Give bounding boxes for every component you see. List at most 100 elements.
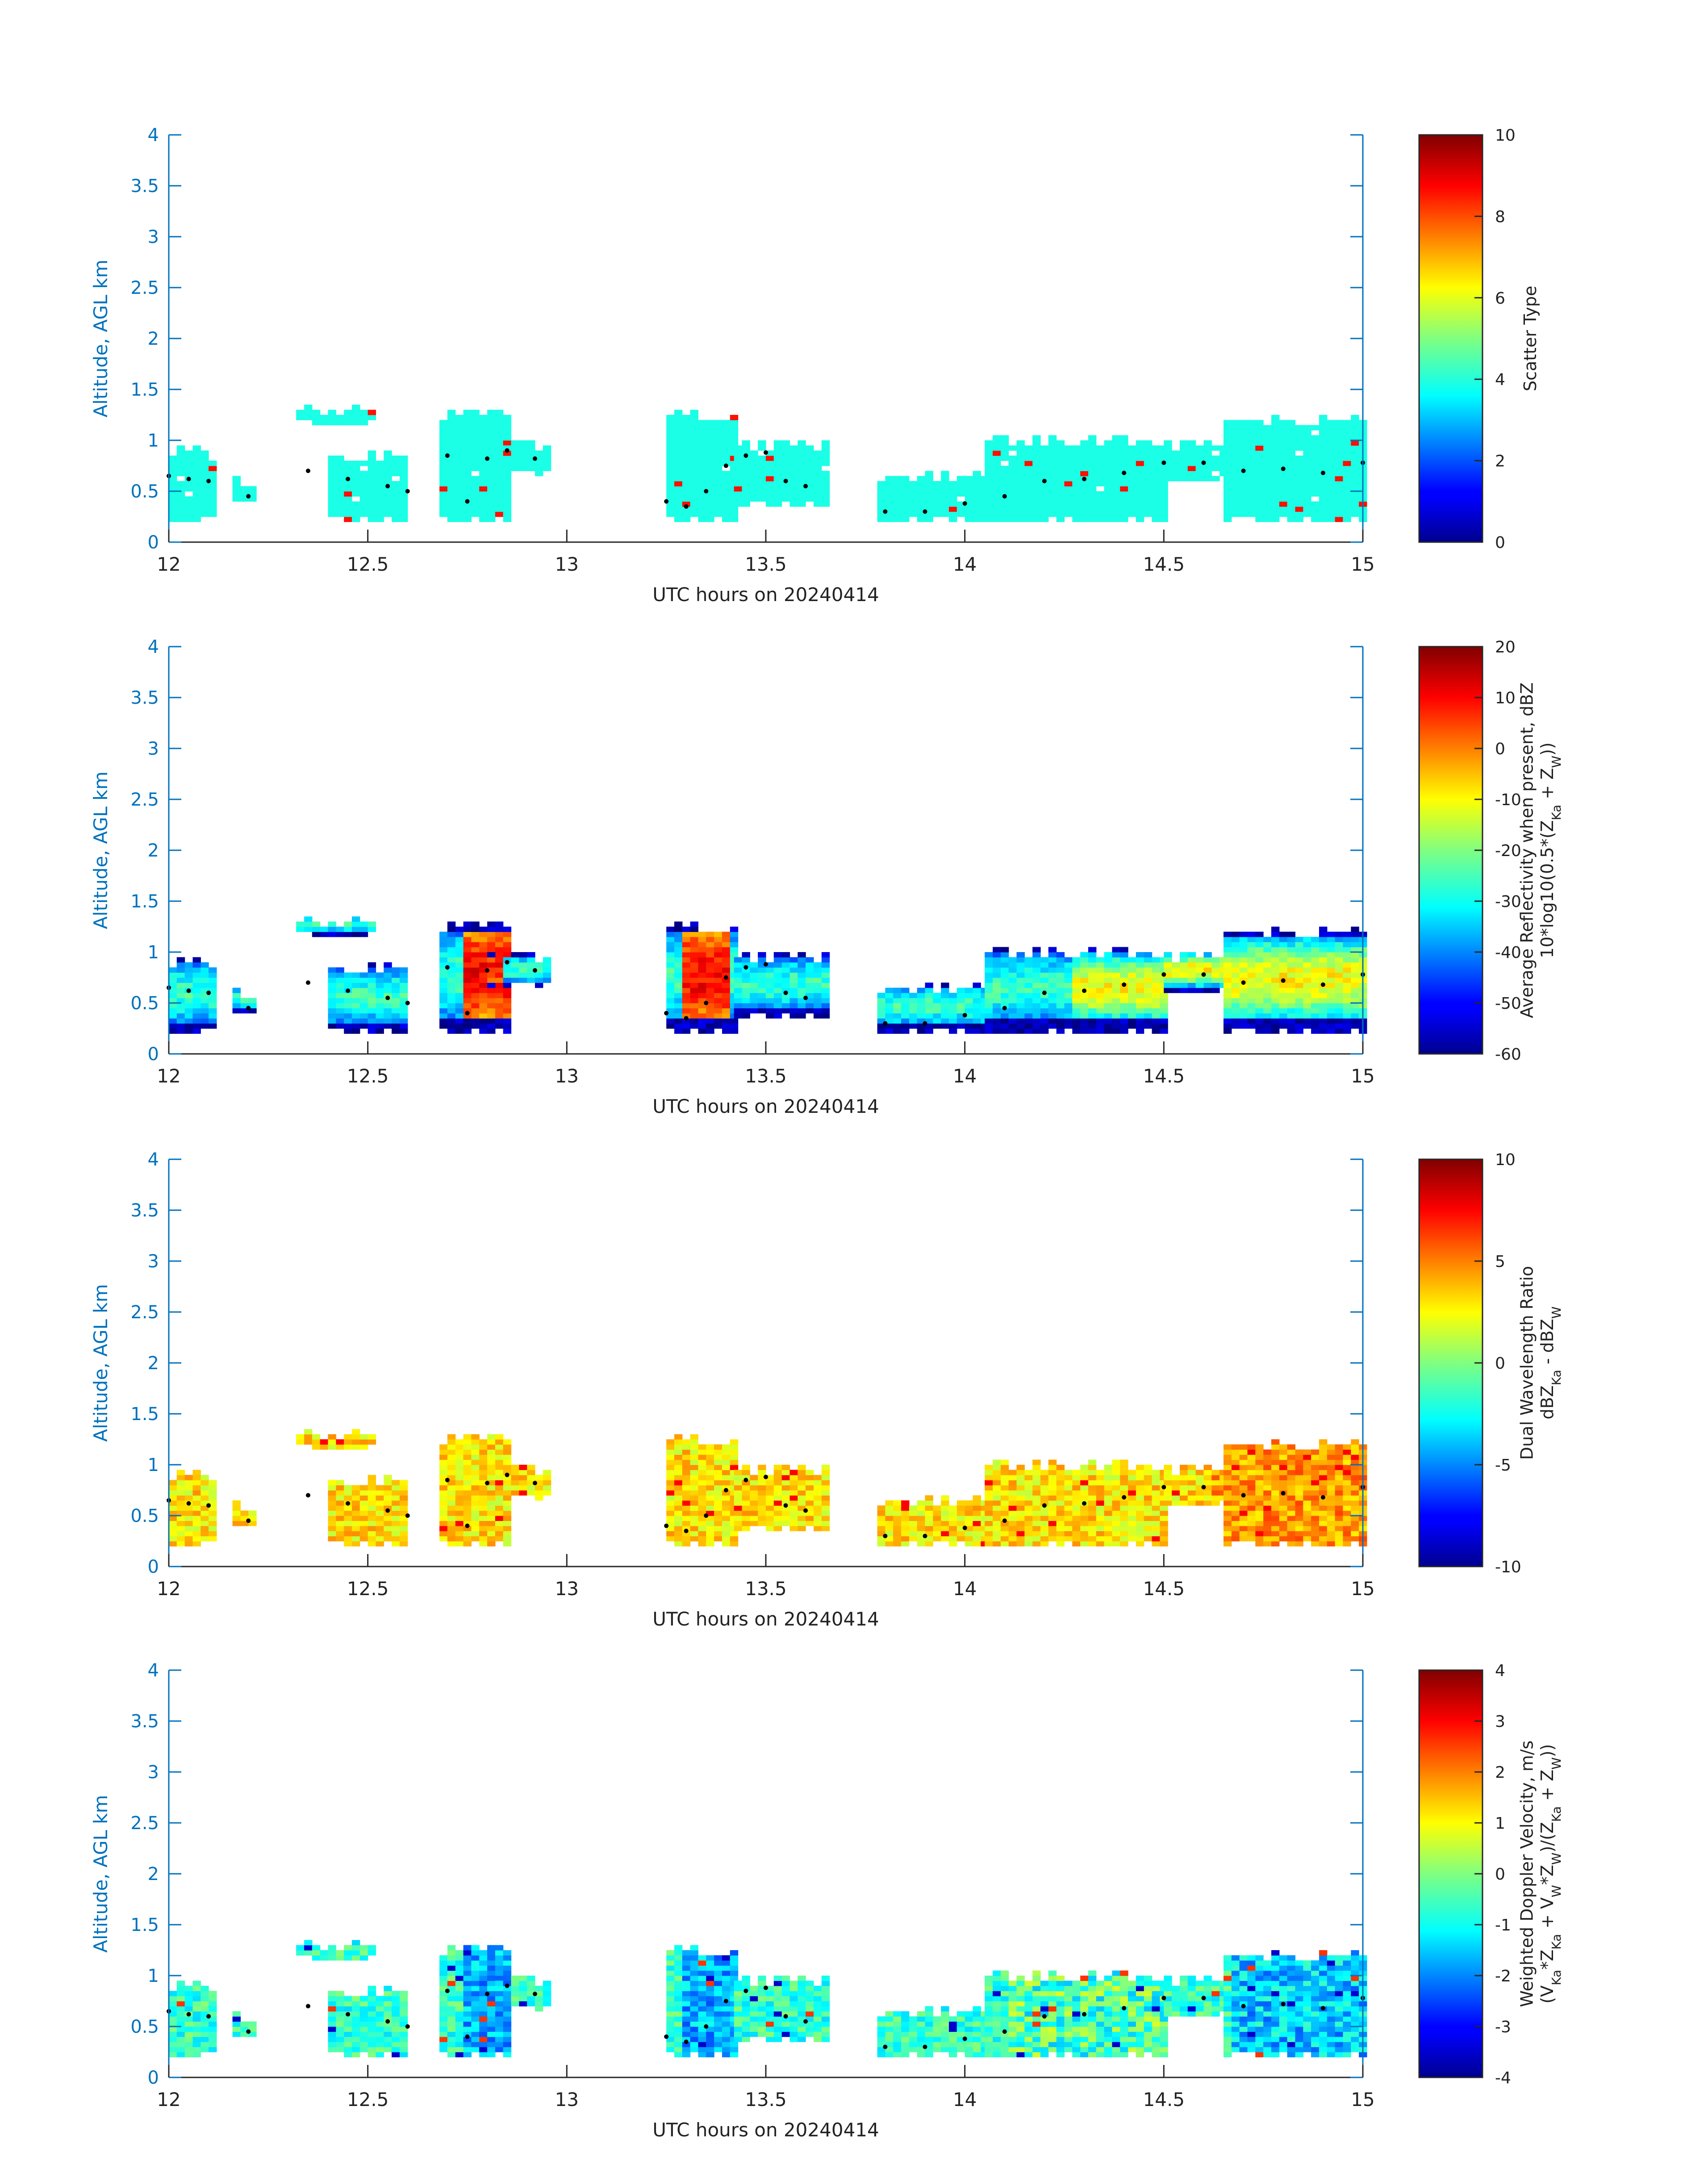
heatmap-cell <box>384 1531 392 1537</box>
heatmap-cell <box>1016 471 1025 476</box>
heatmap-cell <box>666 1008 675 1014</box>
heatmap-cell <box>503 501 512 507</box>
heatmap-cell <box>1104 471 1112 476</box>
heatmap-cell <box>1136 1521 1144 1526</box>
heatmap-cell <box>1096 1521 1105 1526</box>
heatmap-cell <box>893 1505 902 1511</box>
heatmap-cell <box>503 1018 512 1024</box>
heatmap-cell <box>367 466 376 471</box>
heatmap-cell <box>1112 1480 1120 1486</box>
heatmap-cell <box>814 450 822 456</box>
heatmap-cell <box>1064 957 1073 963</box>
heatmap-cell <box>985 496 993 502</box>
heatmap-cell <box>471 455 480 461</box>
x-tick-label: 12 <box>157 1065 180 1087</box>
heatmap-cell <box>1032 952 1041 957</box>
heatmap-cell <box>209 491 217 497</box>
heatmap-cell <box>1239 471 1248 476</box>
heatmap-cell <box>1016 1541 1025 1546</box>
heatmap-cell <box>1231 471 1240 476</box>
heatmap-cell <box>1172 1495 1180 1501</box>
heatmap-cell <box>885 1028 894 1034</box>
heatmap-cell <box>169 967 177 973</box>
y-tick-label: 1.5 <box>130 380 159 400</box>
heatmap-cell <box>344 978 352 983</box>
heatmap-cell <box>1187 982 1196 988</box>
heatmap-cell <box>1224 1018 1232 1024</box>
heatmap-cell <box>893 517 902 522</box>
heatmap-cell <box>1112 1003 1120 1008</box>
heatmap-cell <box>1231 967 1240 973</box>
heatmap-cell <box>1104 501 1112 507</box>
heatmap-cell <box>1000 1013 1009 1019</box>
heatmap-cell <box>463 993 472 999</box>
heatmap-cell <box>1351 1018 1359 1024</box>
heatmap-cell <box>742 957 750 963</box>
heatmap-cell <box>1247 972 1256 978</box>
heatmap-cell <box>722 1003 731 1008</box>
cloud-base-point <box>962 1013 967 1018</box>
heatmap-cell <box>758 1008 766 1014</box>
heatmap-cell <box>1144 455 1153 461</box>
heatmap-cell <box>1303 1013 1311 1019</box>
heatmap-cell <box>1112 1459 1120 1465</box>
heatmap-cell <box>722 1023 731 1029</box>
heatmap-cell <box>1120 1470 1128 1475</box>
heatmap-cell <box>1263 978 1272 983</box>
heatmap-cell <box>487 1470 496 1475</box>
heatmap-cell <box>690 1023 698 1029</box>
heatmap-cell <box>985 952 993 957</box>
heatmap-cell <box>1224 936 1232 942</box>
heatmap-cell <box>312 921 321 927</box>
heatmap-cell <box>674 927 683 932</box>
heatmap-cell <box>400 511 408 517</box>
heatmap-cell <box>1263 952 1272 957</box>
heatmap-cell <box>1255 1013 1264 1019</box>
heatmap-cell <box>821 978 830 983</box>
heatmap-cell <box>209 1018 217 1024</box>
heatmap-cell <box>1008 1490 1017 1496</box>
heatmap-cell <box>1144 1510 1153 1516</box>
heatmap-cell <box>1096 1018 1105 1024</box>
heatmap-cell <box>909 1510 918 1516</box>
heatmap-cell <box>1040 1028 1049 1034</box>
heatmap-cell <box>400 1505 408 1511</box>
cloud-base-point <box>533 456 537 461</box>
heatmap-cell <box>1040 450 1049 456</box>
heatmap-cell <box>1128 471 1136 476</box>
heatmap-cell <box>1136 450 1144 456</box>
heatmap-cell <box>1287 1008 1295 1014</box>
heatmap-cell <box>1136 1516 1144 1521</box>
heatmap-cell <box>527 1470 535 1475</box>
heatmap-cell <box>1088 998 1097 1003</box>
heatmap-cell <box>973 471 981 476</box>
heatmap-cell <box>730 430 739 436</box>
heatmap-cell <box>1295 460 1303 466</box>
heatmap-cell <box>1263 445 1272 451</box>
heatmap-cell <box>1000 978 1009 983</box>
heatmap-cell <box>455 927 464 932</box>
heatmap-cell <box>400 1018 408 1024</box>
heatmap-cell <box>698 957 706 963</box>
heatmap-cell <box>1064 455 1073 461</box>
heatmap-cell <box>535 962 543 968</box>
heatmap-cell <box>400 506 408 512</box>
heatmap-cell <box>1072 967 1081 973</box>
heatmap-cell <box>400 967 408 973</box>
heatmap-cell <box>439 1505 448 1511</box>
heatmap-cell <box>1160 1013 1168 1019</box>
heatmap-cell <box>1088 993 1097 999</box>
heatmap-cell <box>965 1028 973 1034</box>
heatmap-cell <box>1255 486 1264 492</box>
heatmap-cell <box>993 998 1001 1003</box>
heatmap-cell <box>503 1008 512 1014</box>
heatmap-cell <box>1319 430 1328 436</box>
heatmap-cell <box>1180 987 1188 993</box>
heatmap-cell <box>1008 993 1017 999</box>
heatmap-cell <box>1335 517 1343 522</box>
heatmap-cell <box>400 982 408 988</box>
heatmap-cell <box>1279 511 1288 517</box>
heatmap-cell <box>1231 486 1240 492</box>
heatmap-cell <box>781 1003 790 1008</box>
heatmap-cell <box>734 972 743 978</box>
